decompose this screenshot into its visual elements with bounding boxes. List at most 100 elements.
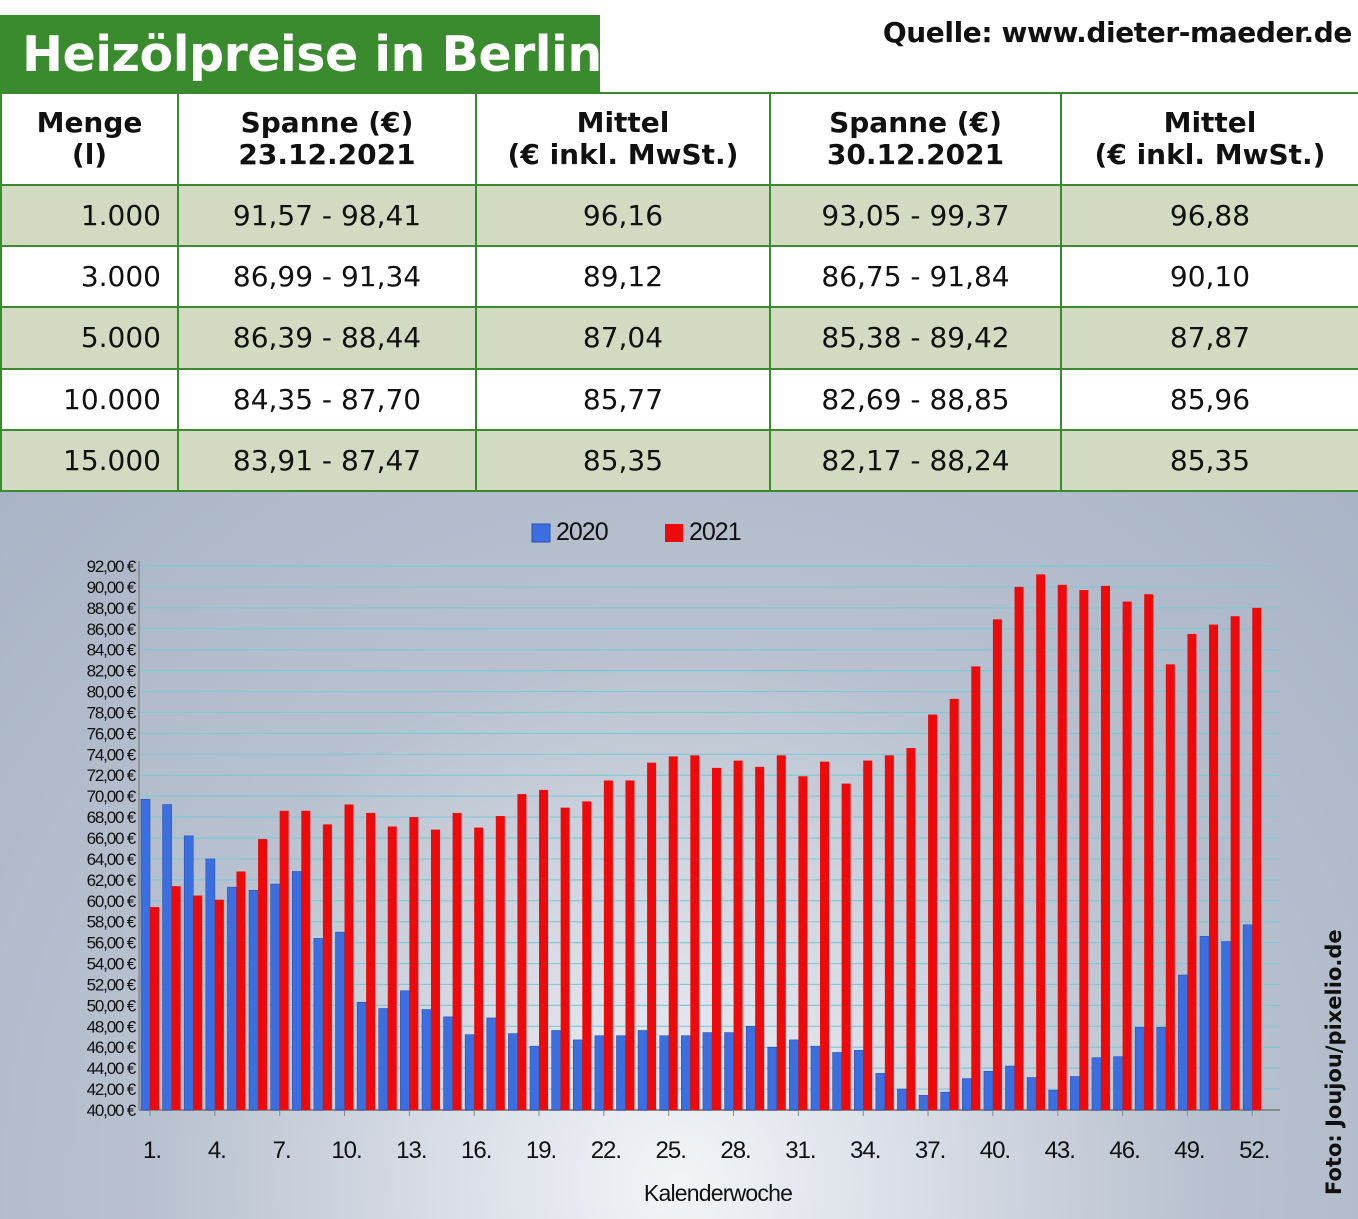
bar-2021 xyxy=(1122,601,1132,1110)
bar-2020 xyxy=(616,1035,626,1111)
cell-mittel-2: 96,88 xyxy=(1060,183,1358,248)
bar-2020 xyxy=(810,1045,821,1111)
y-tick-label: 78,00 € xyxy=(87,703,137,722)
table-row: 3.000 86,99 - 91,34 89,12 86,75 - 91,84 … xyxy=(0,245,1358,309)
bar-2020 xyxy=(853,1050,864,1111)
bar-2020 xyxy=(940,1091,950,1111)
bar-2021 xyxy=(863,760,873,1110)
y-tick-label: 90,00 € xyxy=(87,578,137,597)
bar-2020 xyxy=(918,1095,929,1111)
bar-2020 xyxy=(702,1032,713,1111)
chart-area: 40,00 € 42,00 € 44,00 € 46,00 € 48,00 € 50,00… xyxy=(0,492,1358,1219)
cell-spanne-2: 93,05 - 99,37 xyxy=(769,183,1062,248)
bar-2021 xyxy=(344,804,354,1110)
cell-mittel-1: 87,04 xyxy=(475,306,771,370)
bar-2020 xyxy=(1134,1027,1145,1111)
cell-menge: 3.000 xyxy=(0,245,179,309)
bar-2020 xyxy=(1156,1027,1167,1111)
cell-mittel-2: 85,35 xyxy=(1060,428,1358,493)
header-spanne-2: Spanne (€) 30.12.2021 xyxy=(769,92,1062,186)
bar-2021 xyxy=(517,794,527,1110)
bar-2020 xyxy=(529,1045,540,1111)
y-tick-label: 72,00 € xyxy=(87,766,137,785)
bar-2021 xyxy=(1079,590,1089,1110)
bar-2020 xyxy=(1005,1065,1015,1111)
x-tick-label: 13. xyxy=(396,1137,426,1164)
bar-2020 xyxy=(875,1073,886,1111)
bar-2020 xyxy=(832,1052,842,1111)
price-table: Menge (l) Spanne (€) 23.12.2021 Mittel (€ i… xyxy=(0,92,1358,493)
bar-2021 xyxy=(1230,616,1240,1110)
bar-2020 xyxy=(443,1016,453,1111)
bar-2021 xyxy=(776,755,786,1110)
x-tick-label: 46. xyxy=(1109,1137,1139,1164)
bar-2020 xyxy=(1091,1057,1102,1111)
cell-mittel-1: 85,35 xyxy=(475,428,771,493)
bar-2021 xyxy=(1144,594,1154,1110)
legend-label-2021: 2021 xyxy=(689,518,741,546)
bar-2020 xyxy=(897,1088,907,1111)
cell-spanne-1: 84,35 - 87,70 xyxy=(177,367,477,431)
bar-2021 xyxy=(474,827,484,1110)
y-tick-label: 50,00 € xyxy=(87,996,137,1015)
bar-2021 xyxy=(322,824,332,1110)
y-tick-label: 46,00 € xyxy=(87,1038,137,1057)
bar-2021 xyxy=(1209,624,1219,1110)
y-tick-label: 42,00 € xyxy=(87,1080,137,1099)
table-header-row: Menge (l) Spanne (€) 23.12.2021 Mittel (€ i… xyxy=(0,92,1358,186)
bar-2021 xyxy=(193,895,203,1110)
table-row: 1.000 91,57 - 98,41 96,16 93,05 - 99,37 … xyxy=(0,183,1358,248)
bar-2020 xyxy=(594,1035,605,1111)
y-tick-label: 86,00 € xyxy=(87,620,137,639)
cell-spanne-1: 86,99 - 91,34 xyxy=(177,245,477,309)
header-mittel-1: Mittel (€ inkl. MwSt.) xyxy=(475,92,771,186)
y-tick-label: 40,00 € xyxy=(87,1101,137,1120)
cell-spanne-1: 91,57 - 98,41 xyxy=(177,183,477,248)
bar-2021 xyxy=(798,776,808,1110)
table-row: 10.000 84,35 - 87,70 85,77 82,69 - 88,85… xyxy=(0,367,1358,431)
bar-2020 xyxy=(313,938,324,1111)
y-tick-label: 88,00 € xyxy=(87,599,137,618)
x-axis-title: Kalenderwoche xyxy=(644,1180,792,1206)
bar-2020 xyxy=(1070,1076,1080,1111)
y-tick-label: 64,00 € xyxy=(87,850,137,869)
cell-spanne-2: 86,75 - 91,84 xyxy=(769,245,1062,309)
bar-2020 xyxy=(291,871,302,1111)
bar-2021 xyxy=(971,666,981,1110)
bar-2021 xyxy=(452,812,462,1110)
bar-2021 xyxy=(647,762,657,1110)
x-tick-label: 40. xyxy=(980,1137,1010,1164)
bar-2021 xyxy=(582,801,592,1110)
bar-2020 xyxy=(270,883,280,1111)
bar-2021 xyxy=(214,899,224,1110)
bar-2021 xyxy=(279,810,289,1110)
y-tick-label: 92,00 € xyxy=(87,557,137,576)
legend-swatch-2020 xyxy=(531,523,551,543)
bar-2020 xyxy=(162,804,172,1111)
title-banner: Heizölpreise in Berlin xyxy=(0,15,602,92)
x-tick-label: 31. xyxy=(785,1137,815,1164)
bar-2020 xyxy=(335,931,345,1111)
y-tick-label: 48,00 € xyxy=(87,1017,137,1036)
bar-2021 xyxy=(884,755,894,1110)
bar-2021 xyxy=(236,871,246,1110)
bar-2021 xyxy=(1165,664,1175,1110)
bar-2020 xyxy=(983,1070,994,1111)
x-tick-label: 34. xyxy=(850,1137,880,1164)
y-tick-label: 84,00 € xyxy=(87,641,137,660)
x-tick-label: 1. xyxy=(143,1137,161,1164)
bar-2020 xyxy=(1113,1056,1123,1111)
y-tick-label: 62,00 € xyxy=(87,871,137,890)
x-tick-label: 7. xyxy=(273,1137,291,1164)
legend-swatch-2021 xyxy=(665,524,683,542)
cell-spanne-2: 82,69 - 88,85 xyxy=(769,367,1062,431)
x-tick-label: 28. xyxy=(720,1137,750,1164)
bar-2020 xyxy=(681,1035,691,1111)
y-tick-label: 66,00 € xyxy=(87,829,137,848)
cell-mittel-2: 90,10 xyxy=(1060,245,1358,309)
bar-2021 xyxy=(301,810,311,1110)
cell-menge: 15.000 xyxy=(0,428,179,493)
bar-2021 xyxy=(171,886,181,1110)
y-tick-label: 44,00 € xyxy=(87,1059,137,1078)
bar-2021 xyxy=(949,698,959,1110)
